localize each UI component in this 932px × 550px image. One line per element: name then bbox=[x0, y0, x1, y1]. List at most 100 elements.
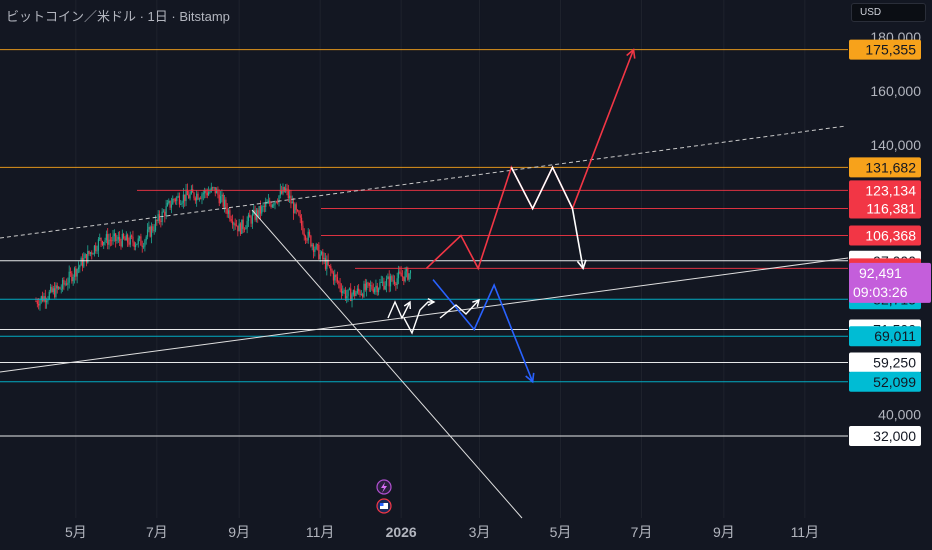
candle-body bbox=[368, 283, 370, 286]
candle-body bbox=[245, 228, 247, 230]
candle-body bbox=[328, 265, 331, 267]
currency-selector-button[interactable]: USD bbox=[851, 3, 926, 22]
candle-body bbox=[97, 239, 100, 251]
candle-body bbox=[125, 234, 127, 241]
candle-body bbox=[218, 194, 220, 204]
trendlines bbox=[0, 125, 849, 519]
event-markers[interactable] bbox=[376, 479, 392, 514]
candle-body bbox=[238, 223, 240, 232]
candle-body bbox=[113, 233, 115, 237]
candle-body bbox=[400, 272, 402, 277]
candle-body bbox=[362, 294, 364, 297]
dashed-resistance-trendline[interactable] bbox=[0, 125, 847, 239]
price-label-text: 52,099 bbox=[873, 374, 916, 390]
candle-body bbox=[157, 214, 159, 222]
candle-body bbox=[217, 189, 219, 195]
candle-body bbox=[303, 233, 305, 237]
candle-body bbox=[331, 270, 333, 273]
x-tick-label: 7月 bbox=[631, 524, 653, 540]
candle-body bbox=[140, 236, 142, 246]
candle-body bbox=[169, 200, 171, 208]
candle-body bbox=[375, 285, 377, 289]
candle-body bbox=[65, 283, 68, 285]
candle-body bbox=[208, 192, 210, 196]
descending-trendline[interactable] bbox=[251, 209, 523, 519]
candle-body bbox=[227, 210, 230, 214]
candle-body bbox=[275, 201, 277, 203]
price-labels: 175,355131,682123,134116,381106,36897,00… bbox=[849, 39, 931, 446]
candle-body bbox=[105, 234, 107, 241]
candle-body bbox=[40, 296, 42, 301]
candle-body bbox=[384, 285, 386, 290]
price-label-box bbox=[849, 39, 921, 60]
price-label-text: 59,250 bbox=[873, 355, 916, 371]
candle-body bbox=[38, 303, 40, 306]
current-price-label: 92,491 bbox=[859, 265, 902, 281]
candle-body bbox=[340, 288, 343, 294]
candle-body bbox=[56, 285, 58, 289]
candle-body bbox=[162, 211, 165, 213]
y-tick-label: 40,000 bbox=[878, 406, 921, 422]
candle-body bbox=[388, 276, 390, 287]
candle-body bbox=[131, 235, 133, 237]
candle-body bbox=[115, 233, 117, 241]
candle-body bbox=[132, 236, 134, 243]
candle-body bbox=[293, 202, 295, 214]
candle-body bbox=[376, 285, 378, 293]
candle-body bbox=[42, 296, 44, 302]
y-tick-label: 160,000 bbox=[870, 83, 921, 99]
candle-body bbox=[121, 234, 123, 247]
mini-zigzag-arrowhead bbox=[472, 298, 480, 307]
candle-body bbox=[72, 277, 74, 282]
mini-zigzag-arrow bbox=[387, 300, 411, 320]
candle-body bbox=[225, 199, 227, 209]
candle-body bbox=[128, 242, 130, 245]
candle-body bbox=[152, 226, 154, 231]
candle-body bbox=[274, 201, 276, 205]
candle-body bbox=[144, 240, 146, 247]
candle-body bbox=[48, 291, 50, 300]
candle-body bbox=[312, 244, 315, 252]
x-axis[interactable]: 5月 7月 9月 11月 2026 3月 5月 7月 9月 11月 bbox=[65, 524, 819, 540]
candle-body bbox=[261, 206, 263, 214]
candle-body bbox=[209, 191, 211, 193]
candle-body bbox=[181, 202, 183, 205]
grid bbox=[75, 0, 806, 518]
candle-body bbox=[215, 189, 218, 194]
candle-body bbox=[39, 300, 41, 306]
candle-body bbox=[239, 223, 242, 234]
scenario-white-path[interactable] bbox=[510, 165, 584, 269]
candle-body bbox=[263, 206, 265, 207]
candle-body bbox=[250, 217, 252, 224]
candle-body bbox=[315, 244, 317, 250]
candle-body bbox=[178, 195, 181, 205]
candle-body bbox=[310, 235, 312, 247]
candle-body bbox=[198, 198, 200, 200]
candle-body bbox=[322, 251, 324, 260]
candle-body bbox=[246, 221, 248, 229]
rising-support-trendline[interactable] bbox=[0, 257, 849, 373]
candle-body bbox=[296, 209, 299, 211]
candle-body bbox=[170, 204, 173, 208]
candle-body bbox=[57, 287, 60, 289]
candle-body bbox=[254, 210, 256, 220]
price-label-box bbox=[849, 352, 921, 373]
candle-body bbox=[85, 254, 88, 263]
candle-body bbox=[76, 269, 78, 277]
candle-body bbox=[306, 239, 308, 241]
price-label-box bbox=[849, 326, 921, 347]
candle-body bbox=[43, 296, 45, 302]
candle-body bbox=[304, 236, 307, 240]
candle-body bbox=[188, 195, 190, 199]
candle-body bbox=[359, 291, 361, 295]
candle-body bbox=[247, 214, 250, 222]
candle-body bbox=[71, 273, 73, 282]
candle-body bbox=[279, 190, 281, 196]
candle-body bbox=[55, 285, 57, 297]
mini-zigzag-arrowhead bbox=[427, 298, 436, 306]
candle-body bbox=[89, 252, 92, 254]
candle-body bbox=[210, 187, 212, 192]
scenario-blue-path[interactable] bbox=[432, 279, 534, 383]
candle-body bbox=[408, 273, 410, 280]
